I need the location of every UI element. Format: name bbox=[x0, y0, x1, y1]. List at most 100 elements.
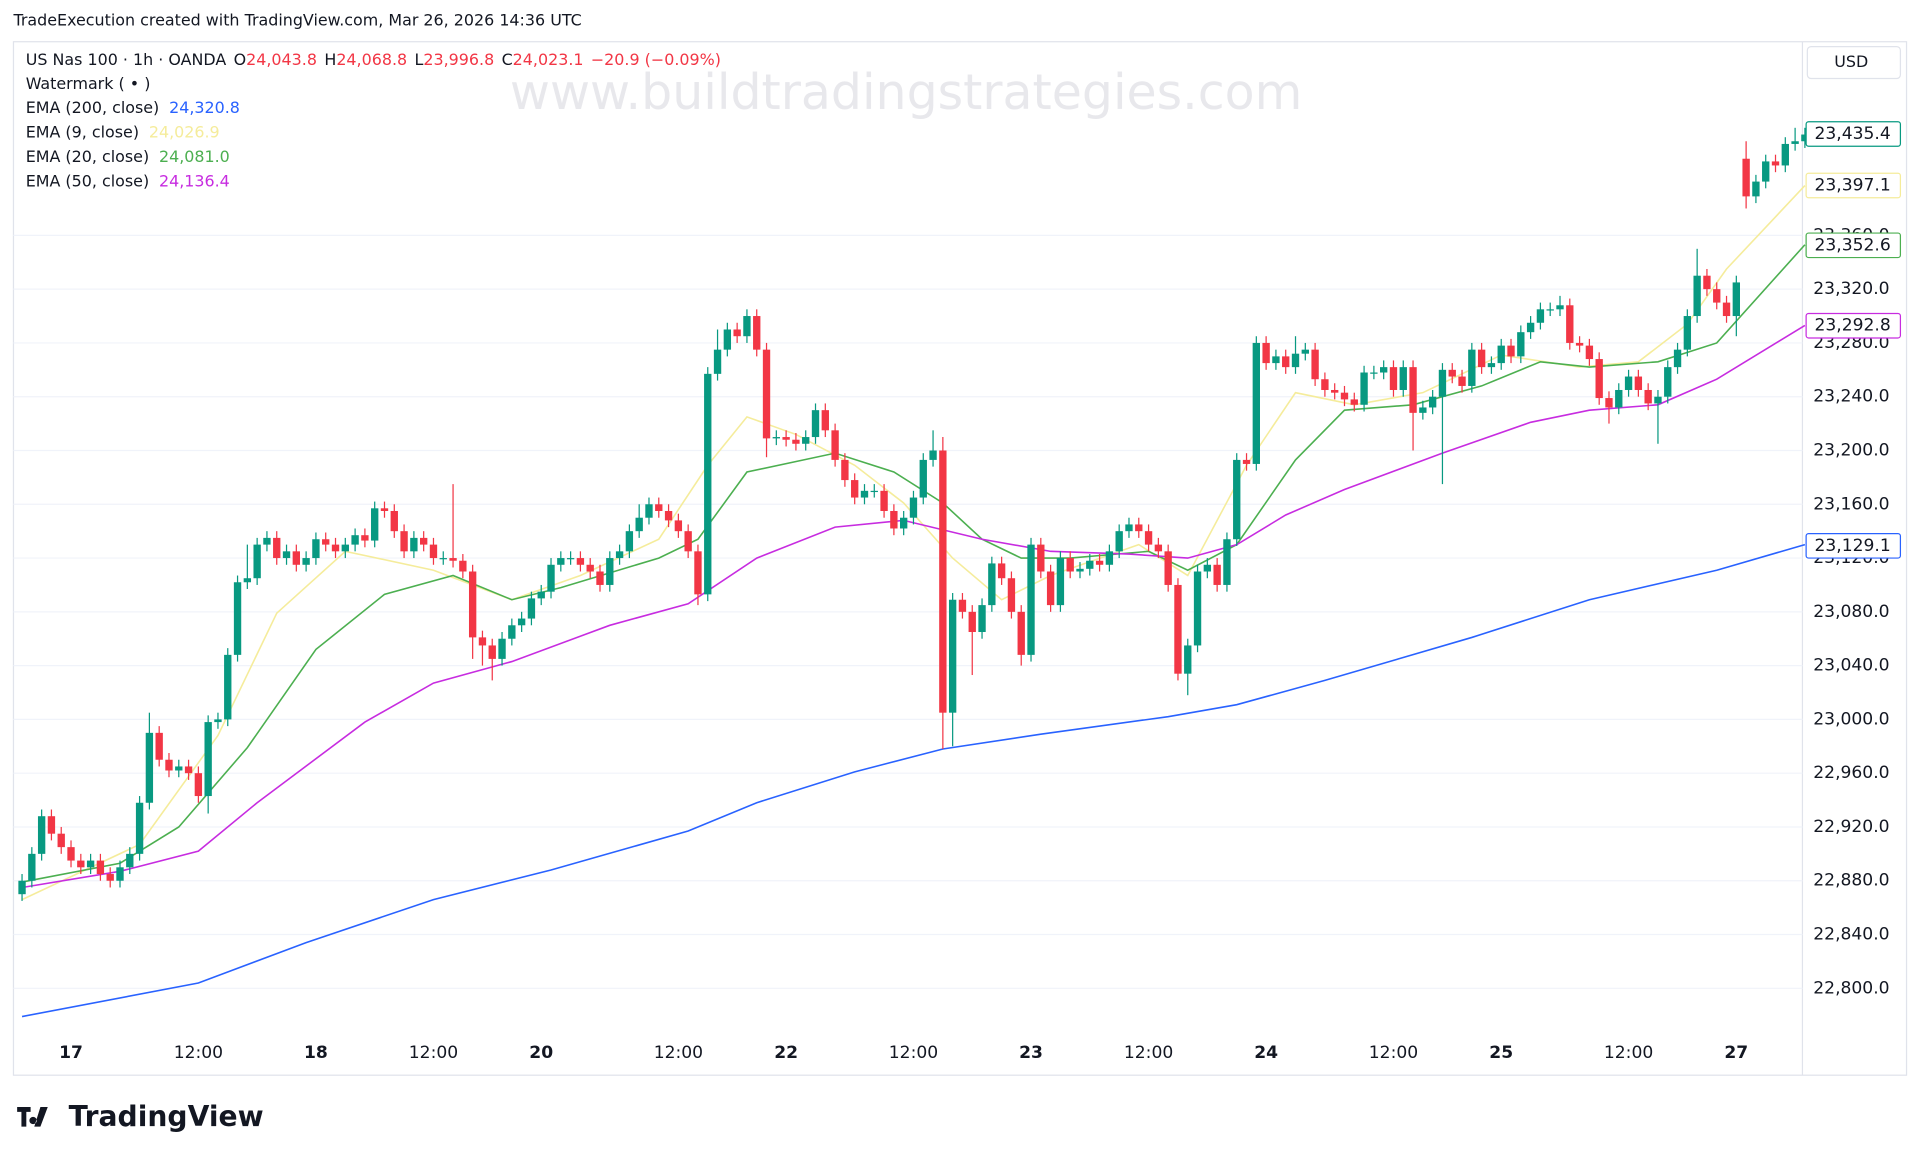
candle-body bbox=[1742, 158, 1750, 197]
candle-body bbox=[322, 539, 330, 545]
candle-body bbox=[1624, 376, 1633, 390]
candle-body bbox=[870, 490, 878, 493]
candle-body bbox=[224, 654, 232, 720]
legend-name: EMA (20, close) bbox=[26, 146, 149, 165]
legend-name: EMA (200, close) bbox=[26, 97, 160, 116]
candle-body bbox=[851, 480, 859, 498]
candle-body bbox=[1409, 367, 1417, 413]
x-tick-label: 20 bbox=[529, 1043, 553, 1063]
candle-body bbox=[1105, 551, 1114, 565]
candle-body bbox=[488, 645, 496, 659]
candle-body bbox=[713, 349, 722, 374]
candle-body bbox=[410, 537, 418, 552]
candle-body bbox=[1203, 564, 1212, 572]
candle-body bbox=[1213, 564, 1221, 585]
axes: 22,800.0 22,840.0 22,880.0 22,920.0 22,960.0… bbox=[59, 121, 1902, 1063]
ema-line bbox=[21, 185, 1806, 901]
price-label: 23,129.1 bbox=[1815, 536, 1891, 556]
candle-body bbox=[968, 611, 976, 633]
x-tick-label: 12:00 bbox=[654, 1043, 703, 1063]
x-tick-label: 18 bbox=[304, 1043, 328, 1063]
candle-body bbox=[635, 517, 643, 532]
candle-body bbox=[1007, 578, 1016, 612]
candle-body bbox=[547, 564, 555, 592]
candle-body bbox=[929, 450, 937, 460]
candle-body bbox=[106, 874, 114, 881]
y-tick-label: 22,880.0 bbox=[1813, 871, 1889, 891]
candle-body bbox=[1722, 302, 1731, 317]
candle-body bbox=[1233, 459, 1241, 540]
candle-body bbox=[664, 510, 673, 521]
logo-text: TradingView bbox=[69, 1100, 264, 1133]
candle-body bbox=[762, 349, 771, 439]
ema-line bbox=[21, 543, 1806, 1018]
price-label-box bbox=[1805, 172, 1902, 199]
candle-body bbox=[282, 551, 291, 559]
candle-body bbox=[233, 582, 242, 655]
candle-body bbox=[527, 598, 536, 619]
x-tick-label: 22 bbox=[774, 1043, 798, 1063]
candle-body bbox=[468, 571, 477, 638]
candle-body bbox=[135, 802, 144, 854]
candle-body bbox=[1144, 531, 1153, 545]
candle-body bbox=[1468, 349, 1476, 386]
candle-body bbox=[1673, 349, 1682, 368]
candle-body bbox=[978, 605, 986, 633]
candle-body bbox=[939, 450, 947, 713]
candle-body bbox=[615, 551, 624, 559]
candle-body bbox=[997, 563, 1006, 579]
ohlc-key: L bbox=[415, 50, 424, 69]
candle-body bbox=[1575, 342, 1584, 346]
candle-body bbox=[557, 558, 565, 565]
candle-body bbox=[606, 558, 614, 585]
candle-body bbox=[1095, 560, 1104, 565]
candle-body bbox=[586, 564, 594, 572]
candle-body bbox=[596, 571, 604, 585]
ohlc-key: H bbox=[324, 50, 336, 69]
candle-body bbox=[1164, 551, 1172, 585]
currency-button[interactable] bbox=[1806, 46, 1902, 80]
candle-body bbox=[684, 531, 692, 552]
x-tick-label: 12:00 bbox=[1369, 1043, 1418, 1063]
x-tick-label: 12:00 bbox=[889, 1043, 938, 1063]
candle-body bbox=[1086, 560, 1094, 569]
candle-body bbox=[1350, 399, 1358, 405]
candle-body bbox=[1184, 645, 1192, 674]
candle-body bbox=[292, 551, 300, 565]
candle-body bbox=[1477, 349, 1486, 368]
candle-body bbox=[1291, 353, 1300, 368]
y-tick-label: 23,040.0 bbox=[1813, 656, 1889, 676]
ohlc: O24,043.8 H24,068.8 L23,996.8 C24,023.1 bbox=[234, 50, 584, 69]
x-tick-label: 12:00 bbox=[1124, 1043, 1173, 1063]
currency[interactable]: USD bbox=[1834, 52, 1868, 71]
candle-body bbox=[1046, 571, 1055, 606]
x-tick-label: 25 bbox=[1489, 1043, 1513, 1063]
candle-body bbox=[517, 618, 526, 626]
candle-body bbox=[1536, 309, 1545, 323]
candle-body bbox=[214, 719, 222, 723]
price-label-box bbox=[1805, 232, 1902, 259]
candle-body bbox=[155, 732, 163, 760]
candle-body bbox=[243, 578, 252, 583]
candle-body bbox=[1703, 275, 1711, 290]
candle-body bbox=[537, 591, 545, 599]
candle-body bbox=[1272, 356, 1280, 364]
candle-body bbox=[1174, 584, 1182, 674]
grid bbox=[13, 234, 1803, 989]
candle-body bbox=[380, 508, 389, 511]
candle-body bbox=[831, 430, 839, 460]
candle-body bbox=[1223, 539, 1231, 585]
ohlc-key: O bbox=[234, 50, 247, 69]
candle-body bbox=[1693, 275, 1701, 317]
candle-body bbox=[988, 563, 996, 606]
candle-body bbox=[674, 520, 683, 532]
indicator: Watermark ( • ) bbox=[26, 74, 151, 93]
candle-body bbox=[1664, 367, 1672, 397]
candle-body bbox=[1487, 363, 1496, 368]
candle-body bbox=[331, 544, 340, 552]
x-tick-label: 12:00 bbox=[409, 1043, 458, 1063]
candle-body bbox=[449, 558, 457, 561]
candle-body bbox=[1566, 305, 1574, 343]
x-tick-label: 12:00 bbox=[174, 1043, 223, 1063]
candle-body bbox=[439, 558, 447, 560]
